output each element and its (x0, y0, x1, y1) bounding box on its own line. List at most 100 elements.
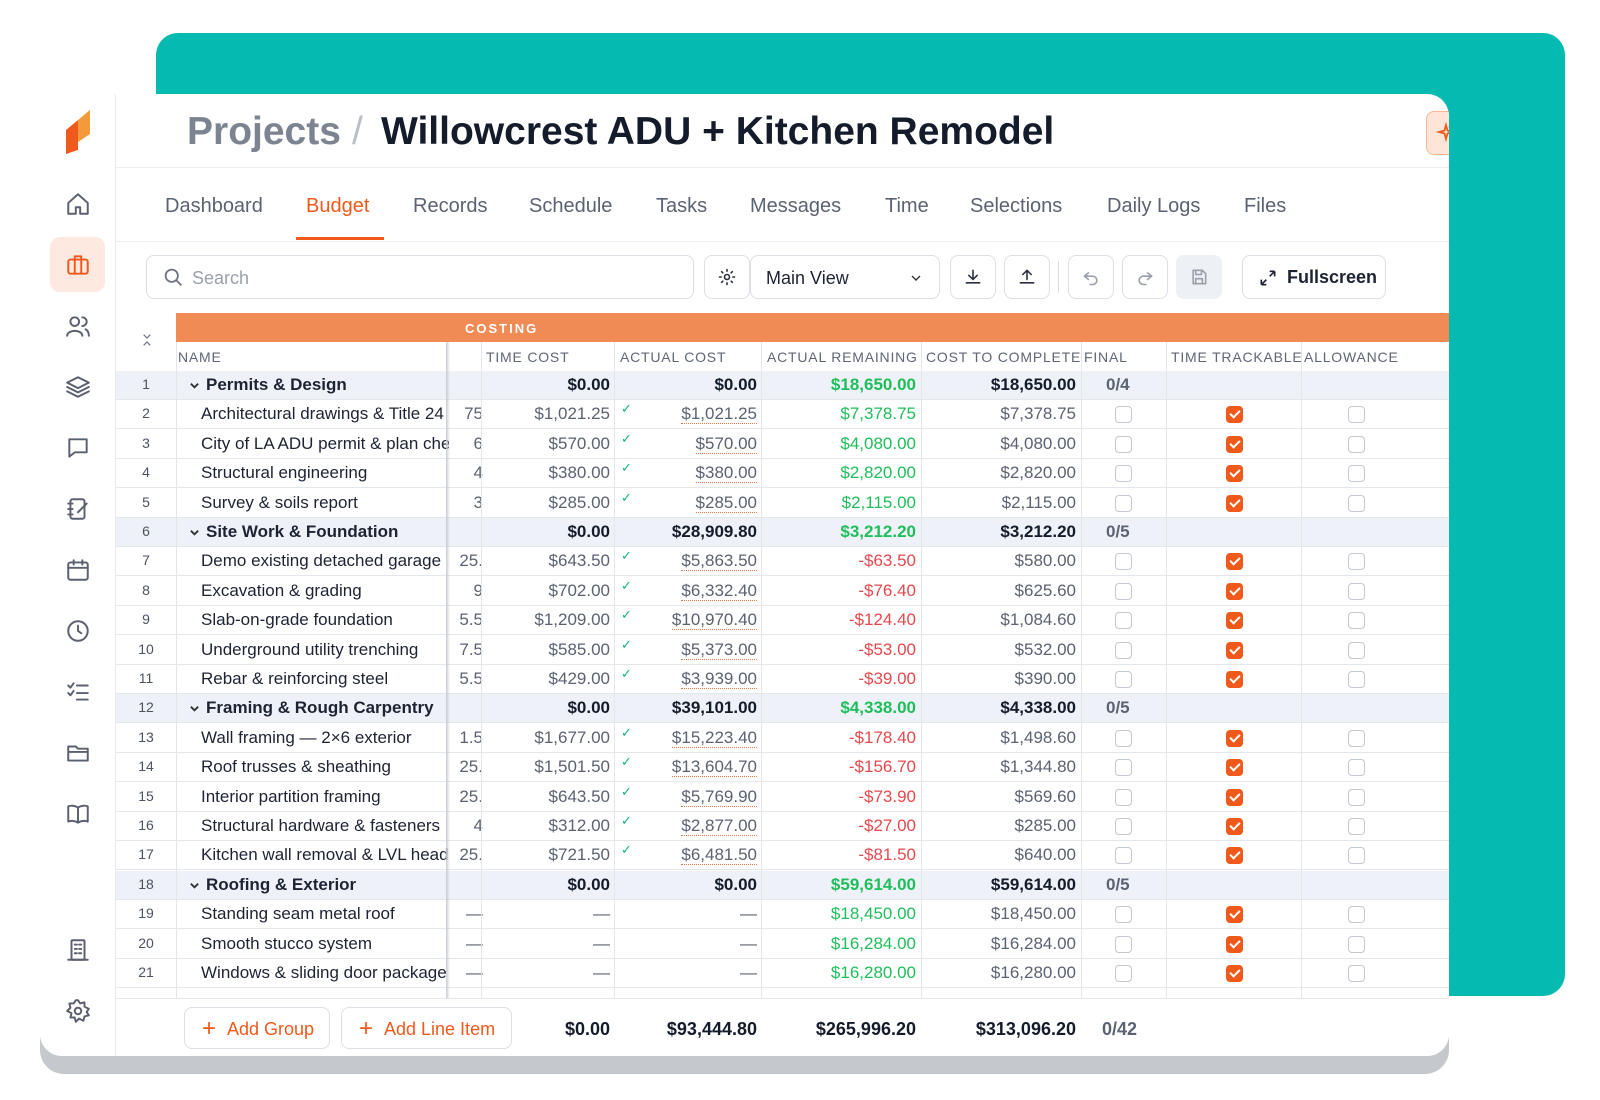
quantity-cell[interactable]: — (466, 963, 483, 982)
briefcase-icon[interactable] (50, 237, 105, 292)
group-name[interactable]: Framing & Rough Carpentry (206, 698, 434, 718)
quantity-cell[interactable]: 4 (473, 816, 483, 835)
allowance-checkbox[interactable] (1348, 553, 1365, 571)
table-row[interactable]: 4 Structural engineering 4 $380.00 ✓ $380.00 $… (116, 459, 1449, 489)
undo-button[interactable] (1068, 255, 1114, 299)
final-checkbox[interactable] (1115, 582, 1132, 600)
settings-icon[interactable] (50, 983, 105, 1038)
time-trackable-checkbox[interactable] (1226, 612, 1243, 630)
quantity-cell[interactable]: 9 (473, 580, 483, 600)
quantity-cell[interactable]: .25 (459, 551, 483, 571)
time-cost-cell[interactable]: $429.00 (548, 669, 610, 688)
checklist-icon[interactable] (50, 664, 105, 719)
collapse-all-icon[interactable] (139, 332, 155, 348)
time-trackable-checkbox[interactable] (1226, 465, 1243, 483)
time-cost-cell[interactable]: $721.50 (548, 845, 610, 865)
tab-dashboard[interactable]: Dashboard (165, 195, 263, 217)
time-cost-cell[interactable]: $380.00 (548, 463, 610, 483)
layers-icon[interactable] (50, 359, 105, 414)
group-name[interactable]: Roofing & Exterior (206, 874, 357, 894)
users-icon[interactable] (50, 298, 105, 353)
time-trackable-checkbox[interactable] (1226, 494, 1243, 512)
group-row[interactable]: 6 Site Work & Foundation $0.00 $28,909.80 $3… (116, 518, 1449, 547)
line-item-name[interactable]: Slab-on-grade foundation (201, 610, 393, 630)
upload-button[interactable] (1004, 255, 1050, 299)
quantity-cell[interactable]: 7.5 (459, 639, 483, 659)
quantity-cell[interactable]: 5.5 (459, 610, 483, 630)
time-trackable-checkbox[interactable] (1226, 965, 1243, 982)
allowance-checkbox[interactable] (1348, 729, 1365, 747)
save-button[interactable] (1176, 255, 1222, 299)
time-cost-cell[interactable]: $1,677.00 (534, 727, 610, 747)
download-button[interactable] (950, 255, 996, 299)
allowance-checkbox[interactable] (1348, 465, 1365, 483)
quantity-cell[interactable]: .25 (459, 757, 483, 777)
line-item-name[interactable]: Smooth stucco system (201, 933, 373, 953)
column-header-time-trackable[interactable]: TIME TRACKABLE (1171, 349, 1301, 365)
time-cost-cell[interactable]: $643.50 (548, 551, 610, 571)
view-select[interactable]: Main View (750, 255, 940, 299)
final-checkbox[interactable] (1115, 406, 1132, 424)
final-checkbox[interactable] (1115, 729, 1132, 747)
time-cost-cell[interactable]: $702.00 (548, 580, 610, 600)
final-checkbox[interactable] (1115, 906, 1132, 924)
actual-cost-cell[interactable]: $0.00 (636, 875, 757, 895)
group-row[interactable]: 1 Permits & Design $0.00 $0.00 $18,650.00 $18… (116, 371, 1449, 400)
clock-icon[interactable] (50, 603, 105, 658)
allowance-checkbox[interactable] (1348, 612, 1365, 630)
view-settings-button[interactable] (704, 255, 750, 299)
final-checkbox[interactable] (1115, 671, 1132, 688)
actual-cost-cell[interactable]: $3,939.00 (636, 669, 757, 689)
allowance-checkbox[interactable] (1348, 582, 1365, 600)
line-item-name[interactable]: Excavation & grading (201, 580, 362, 600)
group-name[interactable]: Permits & Design (206, 375, 347, 394)
time-cost-cell[interactable]: — (593, 933, 610, 953)
column-header-final[interactable]: FINAL (1084, 349, 1128, 365)
line-item-name[interactable]: Rebar & reinforcing steel (201, 669, 389, 688)
allowance-checkbox[interactable] (1348, 406, 1365, 424)
line-item-name[interactable]: Interior partition framing (201, 786, 381, 806)
time-trackable-checkbox[interactable] (1226, 406, 1243, 424)
actual-cost-cell[interactable]: $285.00 (636, 492, 757, 513)
table-row[interactable]: 21 Windows & sliding door package — — — $16,2… (116, 959, 1449, 988)
line-item-name[interactable]: City of LA ADU permit & plan check (201, 433, 449, 453)
actual-cost-cell[interactable]: $13,604.70 (636, 757, 757, 778)
actual-cost-cell[interactable]: $1,021.25 (636, 404, 757, 425)
actual-cost-cell[interactable]: $39,101.00 (636, 698, 757, 718)
quantity-cell[interactable]: 6 (473, 433, 483, 453)
home-icon[interactable] (50, 176, 105, 231)
time-cost-cell[interactable]: — (593, 904, 610, 924)
table-row[interactable]: 2 Architectural drawings & Title 24 calcs… (116, 400, 1449, 430)
line-item-name[interactable]: Structural hardware & fasteners (201, 816, 441, 835)
quantity-cell[interactable]: .25 (459, 845, 483, 865)
allowance-checkbox[interactable] (1348, 965, 1365, 982)
line-item-name[interactable]: Standing seam metal roof (201, 904, 395, 924)
chevron-down-icon[interactable] (189, 380, 200, 391)
group-row[interactable]: 12 Framing & Rough Carpentry $0.00 $39,101.… (116, 694, 1449, 724)
time-cost-cell[interactable]: $1,501.50 (534, 757, 610, 777)
actual-cost-cell[interactable]: $570.00 (636, 433, 757, 454)
allowance-checkbox[interactable] (1348, 759, 1365, 777)
time-cost-cell[interactable]: $570.00 (548, 433, 610, 453)
time-trackable-checkbox[interactable] (1226, 582, 1243, 600)
book-icon[interactable] (50, 786, 105, 841)
line-item-name[interactable]: Survey & soils report (201, 492, 358, 512)
actual-cost-cell[interactable]: $15,223.40 (636, 727, 757, 748)
time-trackable-checkbox[interactable] (1226, 553, 1243, 571)
final-checkbox[interactable] (1115, 818, 1132, 835)
redo-button[interactable] (1122, 255, 1168, 299)
final-checkbox[interactable] (1115, 847, 1132, 865)
tab-schedule[interactable]: Schedule (529, 195, 613, 217)
group-row[interactable]: 18 Roofing & Exterior $0.00 $0.00 $59,614.00… (116, 870, 1449, 900)
allowance-checkbox[interactable] (1348, 671, 1365, 688)
time-cost-cell[interactable]: $0.00 (567, 522, 610, 541)
line-item-name[interactable]: Windows & sliding door package (201, 963, 447, 982)
line-item-name[interactable]: Structural engineering (201, 463, 368, 483)
time-trackable-checkbox[interactable] (1226, 818, 1243, 835)
final-checkbox[interactable] (1115, 465, 1132, 483)
table-row[interactable]: 17 Kitchen wall removal & LVL header .25 $7… (116, 841, 1449, 871)
tab-tasks[interactable]: Tasks (656, 195, 708, 217)
table-row[interactable]: 3 City of LA ADU permit & plan check 6 $570… (116, 430, 1449, 459)
tab-selections[interactable]: Selections (970, 195, 1063, 217)
allowance-checkbox[interactable] (1348, 906, 1365, 924)
